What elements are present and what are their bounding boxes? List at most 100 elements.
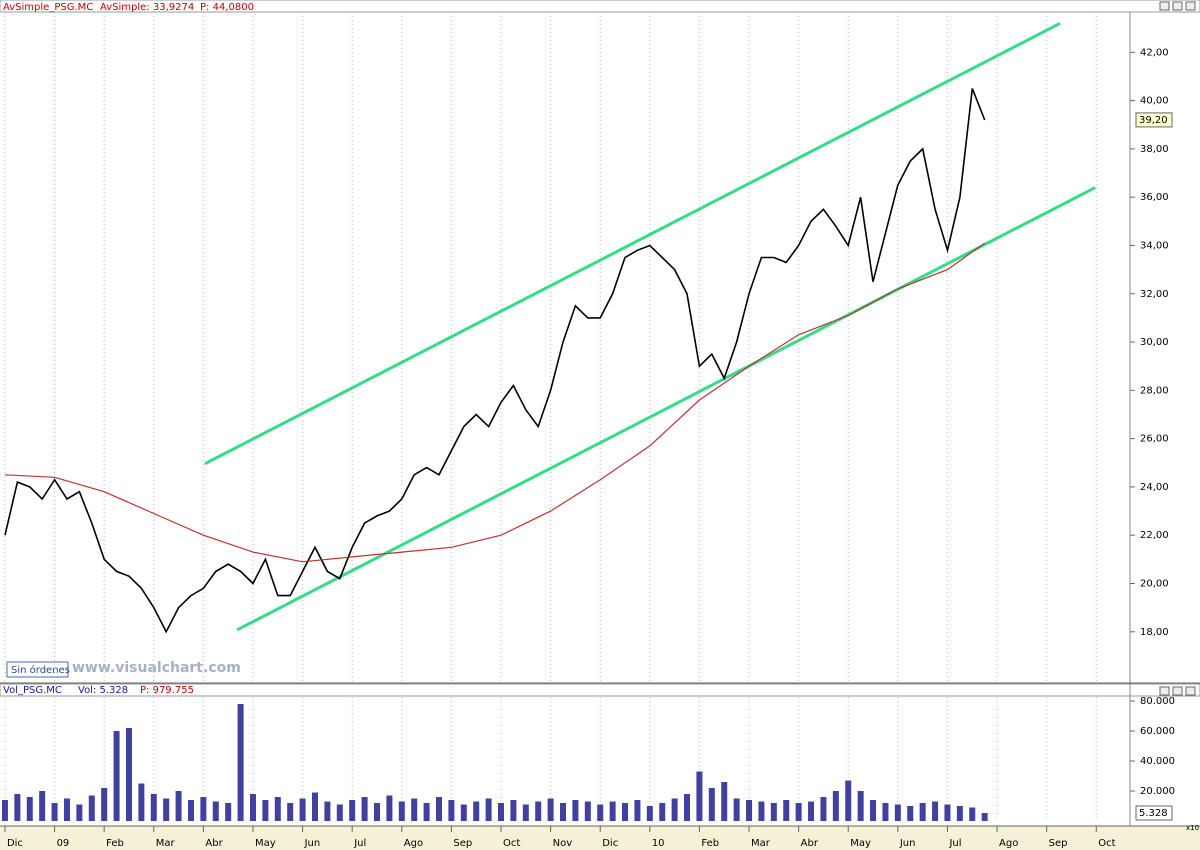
volume-bar [125,728,132,821]
volume-bar [460,804,467,821]
last-value-box [1135,112,1173,128]
x-tick-label: Abr [801,838,819,849]
volume-bar [547,798,554,821]
volume-bar [907,806,914,821]
volume-bar [795,803,802,821]
price-line [4,88,986,634]
volume-bar [175,791,182,821]
x-tick-label: Ago [999,838,1018,849]
y-tick-label: 18,00 [1140,627,1169,638]
volume-bar [696,771,703,821]
volume-bar [63,798,70,821]
volume-bar [14,794,21,821]
button[interactable] [1159,1,1170,11]
volume-bar [225,803,232,821]
volume-bar [659,803,666,821]
y-tick-label: 26,00 [1140,434,1169,445]
y-tick-label: 40,00 [1140,96,1169,107]
volume-bar [113,731,120,821]
volume-bar [584,801,591,821]
volume-bar [882,803,889,821]
x-tick-label: Ago [404,838,423,849]
volume-bar [535,801,542,821]
y-tick-label: 38,00 [1140,144,1169,155]
volume-bar [808,801,815,821]
volume-bar [88,795,95,821]
volume-bar [671,798,678,821]
x-tick-label: Dic [7,838,23,849]
volume-bar [262,800,269,821]
volume-bar [163,798,170,821]
moving-average-line [4,242,986,563]
x-tick-label: Feb [701,838,719,849]
volume-bar [287,803,294,821]
x-tick-label: Oct [1098,838,1115,849]
volume-bar [311,792,318,821]
y-tick-label: 60.000 [1140,726,1175,737]
plot-layer: Dic 09 Feb Mar Abr May Jun Jul Ago Sep Oct Nov Dic 10… [1,12,1175,849]
y-tick-label: 24,00 [1140,482,1169,493]
volume-bar [560,803,567,821]
volume-bar [101,788,108,821]
volume-bar [956,806,963,821]
x-tick-label: Jul [948,838,961,849]
trend-line [236,186,1096,632]
volume-bar [187,800,194,821]
x-tick-label: Sep [1049,838,1068,849]
volume-bar [138,783,145,821]
y-tick-label: 20,00 [1140,578,1169,589]
y-tick-label: 28,00 [1140,385,1169,396]
y-tick-label: 36,00 [1140,192,1169,203]
last-value-label: 39,20 [1139,115,1168,126]
volume-bar [820,797,827,821]
button[interactable] [1172,686,1183,696]
volume-bar [448,800,455,821]
volume-bar [572,800,579,821]
volume-bar [336,804,343,821]
volume-bar [944,804,951,821]
volume-bar [770,803,777,821]
volume-bar [1,800,8,821]
button[interactable] [1172,1,1183,11]
x-tick-label: Mar [751,838,771,849]
volume-bar [522,804,529,821]
volume-bar [932,801,939,821]
volume-bar [237,704,244,821]
last-value-label: 5.328 [1139,808,1168,819]
x-tick-label: Jul [353,838,366,849]
x-tick-label: Dic [602,838,618,849]
volume-bar [373,803,380,821]
last-value-box [1135,805,1173,821]
scale-label: x10 [1186,824,1199,832]
button[interactable] [1159,686,1170,696]
y-tick-label: 34,00 [1140,240,1169,251]
volume-header-value: Vol: 5.328 [78,685,128,696]
button[interactable] [1185,1,1196,11]
button[interactable] [1185,686,1196,696]
volume-bar [919,803,926,821]
volume-bar [200,797,207,821]
volume-bar [646,806,653,821]
y-tick-label: 42,00 [1140,47,1169,58]
x-tick-label: 09 [57,838,70,849]
volume-bar [746,800,753,821]
volume-bar [485,798,492,821]
x-tick-label: Nov [553,838,573,849]
volume-bar [758,801,765,821]
volume-bar [150,794,157,821]
x-tick-label: May [850,838,871,849]
header-price: P: 44,0800 [200,2,254,13]
orders-label[interactable]: Sin órdenes [11,664,70,676]
volume-bar [870,800,877,821]
y-tick-label: 22,00 [1140,530,1169,541]
window-buttons [1159,1,1196,696]
volume-bar [708,788,715,821]
x-tick-label: Sep [453,838,472,849]
volume-bar [299,798,306,821]
volume-bar [721,782,728,821]
trend-line [204,22,1061,466]
orders-box[interactable] [6,661,69,678]
x-tick-label: Mar [156,838,176,849]
volume-bar [783,800,790,821]
x-tick-label: Oct [503,838,520,849]
